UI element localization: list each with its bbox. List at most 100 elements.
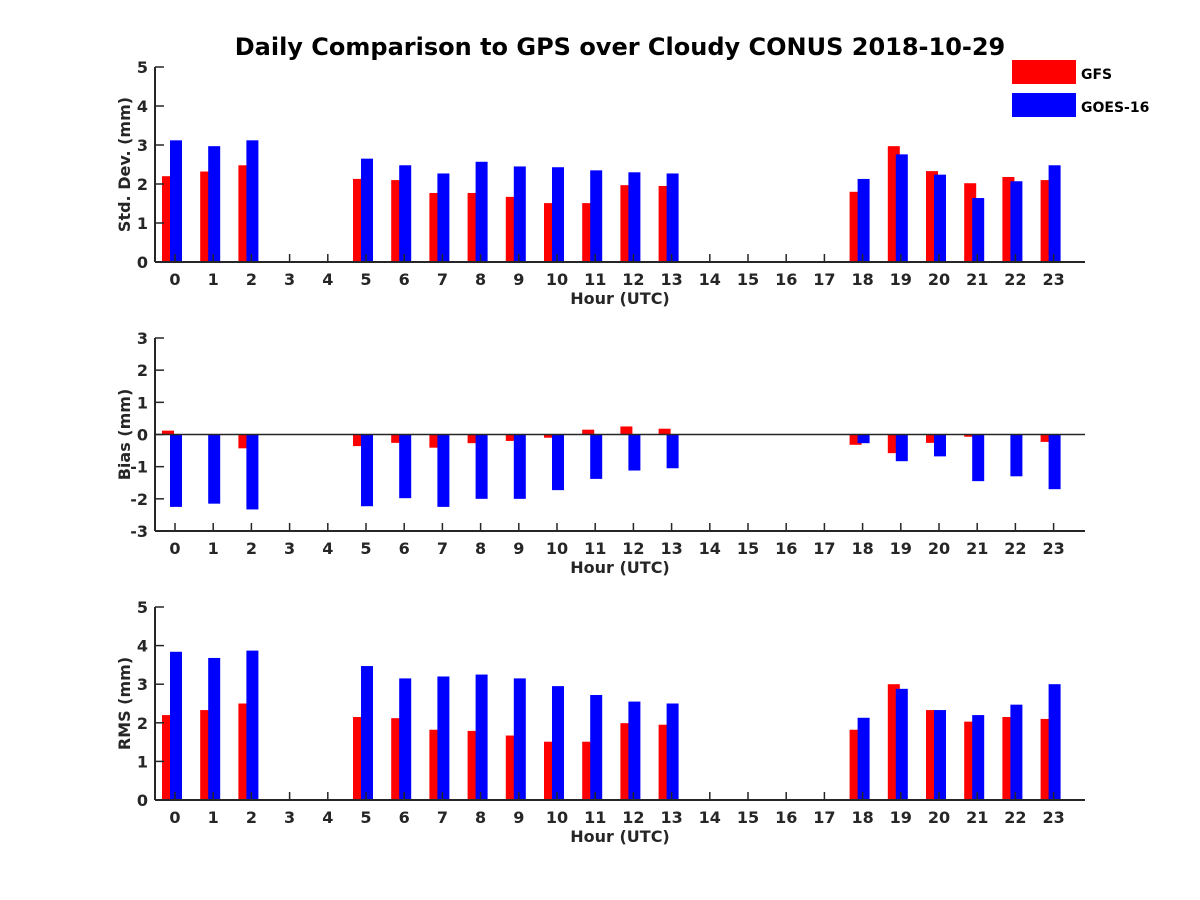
p2-x-axis-label: Hour (UTC) [570, 827, 670, 846]
p1-y-tick-label-5: 2 [137, 361, 148, 380]
legend-swatch-goes16 [1012, 93, 1076, 117]
legend-label-gfs: GFS [1081, 67, 1112, 83]
p0-x-tick-label-2: 2 [246, 270, 257, 289]
p2-x-tick-label-16: 16 [775, 808, 797, 827]
p1-x-tick-label-0: 0 [169, 539, 180, 558]
p1-bar-goes-16-hour-8 [475, 434, 488, 499]
p1-bar-goes-16-hour-20 [934, 434, 946, 457]
p0-bar-goes-16-hour-22 [1010, 181, 1023, 262]
p0-x-tick-label-23: 23 [1042, 270, 1064, 289]
p1-bar-goes-16-hour-10 [552, 434, 564, 491]
p0-bar-goes-16-hour-13 [666, 173, 679, 262]
p0-x-tick-label-7: 7 [437, 270, 448, 289]
p2-y-tick-label-0: 0 [137, 791, 148, 810]
p0-y-tick-label-2: 2 [137, 175, 148, 194]
p0-x-tick-label-20: 20 [928, 270, 950, 289]
p2-x-tick-label-4: 4 [322, 808, 333, 827]
p1-bar-goes-16-hour-11 [590, 434, 603, 479]
p0-bar-goes-16-hour-23 [1048, 165, 1061, 262]
p2-x-tick-label-19: 19 [890, 808, 912, 827]
p1-bar-goes-16-hour-13 [666, 434, 679, 469]
p2-x-tick-label-20: 20 [928, 808, 950, 827]
p2-x-tick-label-7: 7 [437, 808, 448, 827]
p0-y-tick-label-3: 3 [137, 136, 148, 155]
p2-bar-goes-16-hour-8 [475, 674, 488, 800]
p2-y-tick-label-3: 3 [137, 675, 148, 694]
p1-x-tick-label-2: 2 [246, 539, 257, 558]
p2-x-tick-label-17: 17 [813, 808, 835, 827]
p2-x-tick-label-14: 14 [699, 808, 721, 827]
p0-y-axis-label: Std. Dev. (mm) [115, 97, 134, 232]
p2-bar-goes-16-hour-18 [857, 717, 870, 800]
p0-y-tick-label-4: 4 [137, 97, 148, 116]
p2-y-tick-label-4: 4 [137, 637, 148, 656]
p0-bar-goes-16-hour-6 [399, 165, 412, 262]
p0-bar-goes-16-hour-7 [437, 173, 450, 262]
p2-x-tick-label-1: 1 [208, 808, 219, 827]
p1-bar-goes-16-hour-22 [1010, 434, 1023, 477]
p1-y-axis-label: Bias (mm) [115, 389, 134, 481]
p0-bar-goes-16-hour-1 [208, 146, 221, 262]
p1-bar-goes-16-hour-7 [437, 434, 450, 507]
p2-x-tick-label-12: 12 [622, 808, 644, 827]
p0-x-tick-label-3: 3 [284, 270, 295, 289]
p0-x-tick-label-14: 14 [699, 270, 721, 289]
p0-x-tick-label-18: 18 [851, 270, 873, 289]
p1-bar-gfs-hour-11 [582, 429, 595, 435]
p2-x-tick-label-2: 2 [246, 808, 257, 827]
p0-x-tick-label-19: 19 [890, 270, 912, 289]
p2-bar-goes-16-hour-5 [361, 666, 373, 800]
p0-bar-goes-16-hour-18 [857, 178, 870, 262]
p0-bar-goes-16-hour-2 [246, 140, 259, 262]
p1-bar-goes-16-hour-0 [170, 434, 182, 507]
p2-x-tick-label-3: 3 [284, 808, 295, 827]
p1-bar-gfs-hour-6 [391, 434, 404, 443]
p1-y-tick-label-6: 3 [137, 329, 148, 348]
p0-y-tick-label-1: 1 [137, 214, 148, 233]
p0-x-tick-label-13: 13 [660, 270, 682, 289]
p1-bar-goes-16-hour-19 [895, 434, 908, 462]
p0-x-tick-label-1: 1 [208, 270, 219, 289]
p2-x-tick-label-13: 13 [660, 808, 682, 827]
p0-y-tick-label-5: 5 [137, 58, 148, 77]
p1-y-tick-label-4: 1 [137, 393, 148, 412]
p2-x-tick-label-21: 21 [966, 808, 988, 827]
p2-bar-goes-16-hour-23 [1048, 684, 1061, 800]
p1-x-tick-label-10: 10 [546, 539, 568, 558]
legend-swatch-gfs [1012, 60, 1076, 84]
p0-x-tick-label-12: 12 [622, 270, 644, 289]
p0-x-tick-label-22: 22 [1004, 270, 1026, 289]
p1-x-tick-label-20: 20 [928, 539, 950, 558]
p1-bar-goes-16-hour-18 [857, 434, 870, 444]
p0-y-tick-label-0: 0 [137, 253, 148, 272]
p1-x-tick-label-7: 7 [437, 539, 448, 558]
p0-x-tick-label-16: 16 [775, 270, 797, 289]
p1-bar-goes-16-hour-23 [1048, 434, 1061, 490]
p1-y-tick-label-3: 0 [137, 426, 148, 445]
p1-x-axis-label: Hour (UTC) [570, 558, 670, 577]
p1-bar-gfs-hour-23 [1040, 434, 1053, 442]
p1-bar-gfs-hour-0 [162, 430, 174, 435]
p1-x-tick-label-4: 4 [322, 539, 333, 558]
p1-x-tick-label-16: 16 [775, 539, 797, 558]
p1-x-tick-label-6: 6 [399, 539, 410, 558]
p0-bar-goes-16-hour-8 [475, 161, 488, 262]
p1-x-tick-label-3: 3 [284, 539, 295, 558]
p2-x-tick-label-5: 5 [360, 808, 371, 827]
p1-x-tick-label-9: 9 [513, 539, 524, 558]
p0-x-tick-label-4: 4 [322, 270, 333, 289]
p1-bar-gfs-hour-18 [849, 434, 862, 445]
p0-x-tick-label-6: 6 [399, 270, 410, 289]
p1-bar-goes-16-hour-6 [399, 434, 412, 499]
p1-x-tick-label-11: 11 [584, 539, 606, 558]
p1-x-tick-label-12: 12 [622, 539, 644, 558]
p1-bar-goes-16-hour-1 [208, 434, 221, 504]
p1-x-tick-label-19: 19 [890, 539, 912, 558]
p0-bar-goes-16-hour-0 [170, 140, 182, 262]
p2-bar-goes-16-hour-2 [246, 650, 259, 800]
p1-y-tick-label-2: -1 [130, 458, 148, 477]
